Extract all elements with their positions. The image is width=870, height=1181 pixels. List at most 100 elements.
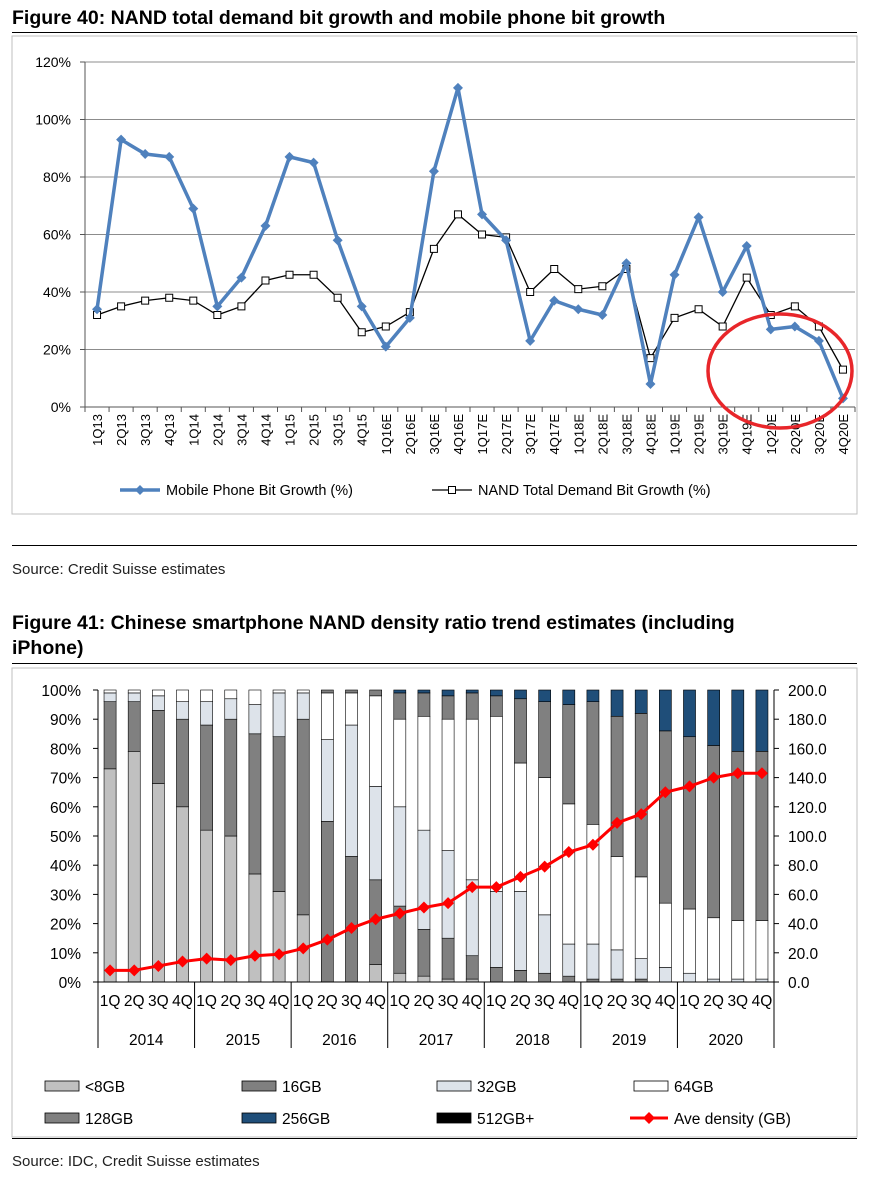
mobile-point bbox=[549, 295, 560, 306]
year-label: 2019 bbox=[612, 1032, 646, 1049]
bar-segment bbox=[417, 692, 431, 717]
bar-segment bbox=[659, 902, 672, 968]
bar-segment bbox=[683, 736, 696, 910]
nand-point bbox=[670, 313, 679, 322]
bar-segment bbox=[393, 692, 407, 720]
quarter-label: 3Q bbox=[631, 993, 652, 1010]
legend-label: 16GB bbox=[282, 1079, 322, 1096]
mobile-point bbox=[813, 335, 824, 346]
nand-point bbox=[261, 276, 270, 285]
legend-mobile-marker bbox=[135, 485, 145, 495]
bar-segment bbox=[490, 891, 503, 968]
bar-segment bbox=[224, 698, 238, 720]
bar-segment bbox=[248, 689, 262, 705]
bar-segment bbox=[634, 958, 648, 980]
bar-segment bbox=[538, 972, 551, 983]
avg-density-point bbox=[176, 955, 189, 968]
bar-segment bbox=[683, 689, 696, 738]
y-right-tick-label: 100.0 bbox=[788, 829, 827, 846]
chart2-frame bbox=[11, 667, 858, 1138]
bar-segment bbox=[490, 689, 503, 697]
legend-label: 512GB+ bbox=[477, 1111, 534, 1128]
mobile-point bbox=[789, 321, 800, 332]
avg-density-point bbox=[345, 921, 358, 934]
x-tick-label: 3Q14 bbox=[234, 414, 249, 446]
mobile-point bbox=[573, 304, 584, 315]
quarter-label: 3Q bbox=[534, 993, 555, 1010]
mobile-point bbox=[404, 312, 415, 323]
mobile-point bbox=[380, 341, 391, 352]
x-tick-label: 1Q14 bbox=[186, 414, 201, 446]
y-tick-label: 100% bbox=[35, 112, 71, 128]
avg-density-point bbox=[755, 767, 768, 780]
bar-segment bbox=[248, 873, 262, 983]
mobile-point bbox=[284, 151, 295, 162]
y-right-tick-label: 140.0 bbox=[788, 771, 827, 788]
figure41-title-rule bbox=[12, 663, 857, 664]
mobile-point bbox=[525, 335, 536, 346]
quarter-label: 2Q bbox=[607, 993, 628, 1010]
bar-segment bbox=[103, 692, 117, 702]
quarter-label: 3Q bbox=[727, 993, 748, 1010]
avg-density-point bbox=[369, 913, 382, 926]
bar-segment bbox=[514, 891, 527, 971]
y-left-tick-label: 50% bbox=[50, 829, 81, 846]
mobile-point bbox=[645, 379, 656, 389]
nand-point bbox=[141, 296, 150, 305]
x-tick-label: 1Q16E bbox=[379, 414, 394, 455]
legend-swatch bbox=[44, 1112, 80, 1124]
avg-density-point bbox=[490, 881, 503, 894]
year-label: 2014 bbox=[129, 1032, 164, 1049]
avg-density-point bbox=[417, 901, 430, 914]
quarter-label: 4Q bbox=[269, 993, 290, 1010]
bar-segment bbox=[610, 949, 624, 980]
bar-segment bbox=[417, 715, 431, 831]
quarter-label: 2Q bbox=[317, 993, 338, 1010]
bar-segment bbox=[755, 920, 769, 980]
legend-mobile-label: Mobile Phone Bit Growth (%) bbox=[166, 483, 353, 499]
nand-point bbox=[838, 365, 847, 374]
bar-segment bbox=[610, 715, 624, 857]
avg-density-point bbox=[611, 816, 624, 829]
nand-point bbox=[742, 273, 751, 282]
bar-segment bbox=[490, 695, 503, 717]
x-tick-label: 1Q18E bbox=[571, 414, 586, 455]
bar-segment bbox=[731, 689, 745, 752]
bar-segment bbox=[127, 689, 141, 694]
bar-segment bbox=[248, 733, 262, 875]
x-tick-label: 3Q16E bbox=[427, 414, 442, 455]
quarter-label: 1Q bbox=[486, 993, 507, 1010]
x-tick-label: 3Q20E bbox=[812, 414, 827, 455]
quarter-label: 4Q bbox=[172, 993, 193, 1010]
y-left-tick-label: 80% bbox=[50, 741, 81, 758]
quarter-label: 1Q bbox=[679, 993, 700, 1010]
bar-segment bbox=[321, 692, 334, 740]
nand-point bbox=[694, 305, 703, 314]
bar-segment bbox=[634, 713, 648, 878]
bar-segment bbox=[345, 689, 358, 694]
nand-point bbox=[309, 270, 318, 279]
x-tick-label: 3Q13 bbox=[138, 414, 153, 446]
legend-label: 128GB bbox=[85, 1111, 133, 1128]
mobile-point bbox=[308, 157, 319, 168]
mobile-point bbox=[477, 209, 488, 220]
legend-label: 32GB bbox=[477, 1079, 517, 1096]
bar-segment bbox=[634, 689, 648, 714]
x-tick-label: 2Q14 bbox=[210, 414, 225, 446]
bar-segment bbox=[586, 689, 600, 702]
x-tick-label: 1Q13 bbox=[90, 414, 105, 446]
mobile-point bbox=[669, 269, 680, 280]
nand-point bbox=[333, 293, 342, 302]
bar-segment bbox=[586, 701, 600, 825]
year-label: 2015 bbox=[226, 1032, 260, 1049]
y-right-tick-label: 200.0 bbox=[788, 683, 827, 700]
nand-point bbox=[237, 302, 246, 311]
avg-density-point bbox=[683, 780, 696, 793]
nand-point bbox=[213, 311, 222, 319]
bar-segment bbox=[127, 751, 141, 983]
bar-segment bbox=[490, 715, 503, 892]
avg-density-point bbox=[321, 933, 334, 946]
highlight-ellipse bbox=[706, 312, 854, 430]
y-tick-label: 40% bbox=[43, 284, 71, 300]
legend-label: <8GB bbox=[85, 1079, 125, 1096]
